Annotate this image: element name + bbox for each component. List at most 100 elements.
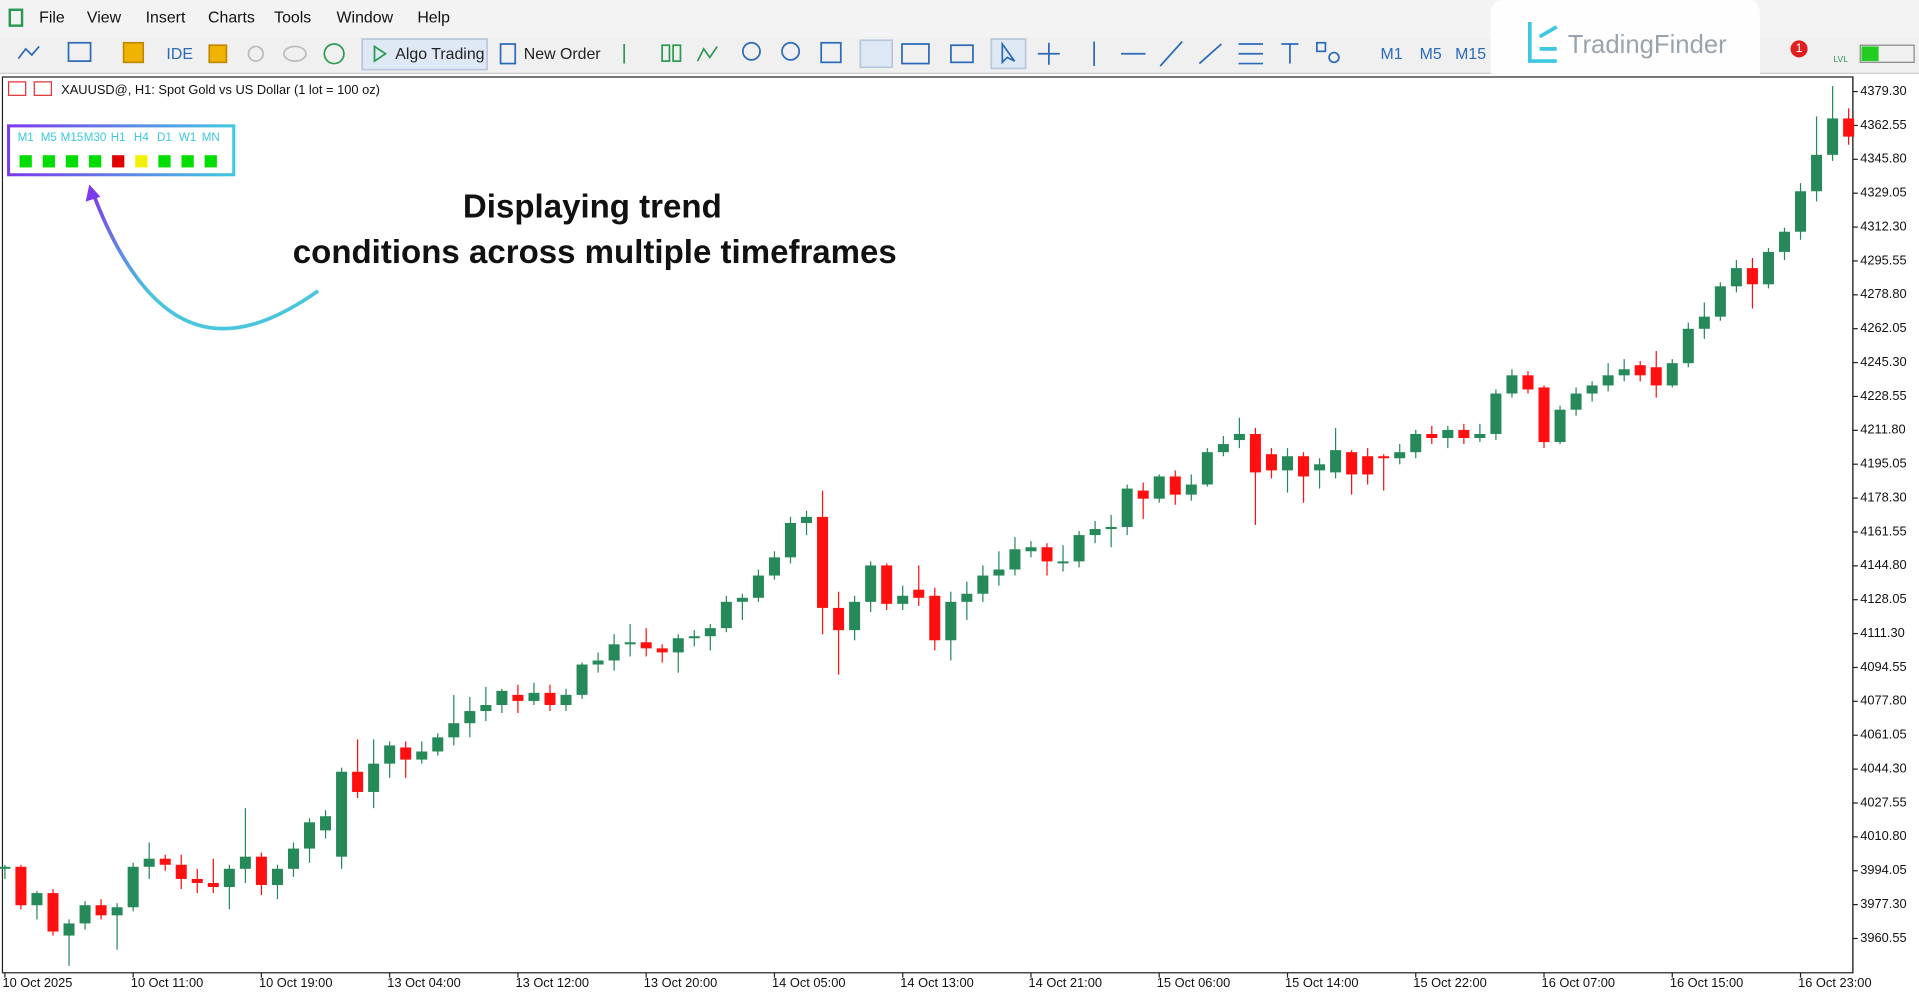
ide-button[interactable]: IDE bbox=[166, 46, 192, 63]
algo-trading-button[interactable]: Algo Trading bbox=[395, 46, 484, 63]
trend-square bbox=[42, 155, 55, 168]
candle-body bbox=[207, 882, 219, 888]
trend-square bbox=[181, 155, 194, 168]
candle-body bbox=[1682, 328, 1694, 364]
y-tick-label: 4211.80 bbox=[1860, 422, 1905, 437]
menu-item[interactable]: Help bbox=[417, 10, 450, 27]
candle-body bbox=[480, 704, 492, 712]
y-tick-label: 3977.30 bbox=[1860, 896, 1906, 911]
timeframe-label: H4 bbox=[134, 131, 149, 144]
y-tick-label: 4295.55 bbox=[1860, 252, 1906, 267]
candle-body bbox=[1554, 409, 1566, 443]
x-tick-label: 16 Oct 23:00 bbox=[1798, 975, 1872, 990]
annotation-line: conditions across multiple timeframes bbox=[293, 233, 897, 270]
candle-body bbox=[127, 866, 139, 908]
timeframe-button[interactable]: M15 bbox=[1455, 46, 1486, 63]
candle-body bbox=[1041, 547, 1053, 562]
candle-body bbox=[977, 575, 989, 594]
x-tick-label: 14 Oct 13:00 bbox=[900, 975, 974, 990]
trend-square bbox=[112, 155, 125, 168]
candle-body bbox=[1025, 547, 1037, 552]
menu: File View Insert Charts Tools Window Help bbox=[8, 8, 450, 27]
x-tick-label: 14 Oct 21:00 bbox=[1029, 975, 1103, 990]
candle-body bbox=[1602, 375, 1614, 386]
y-tick-label: 4345.80 bbox=[1860, 151, 1906, 166]
candle-body bbox=[1714, 286, 1726, 317]
candle-body bbox=[1185, 484, 1197, 495]
timeframe-label: D1 bbox=[157, 131, 172, 144]
candle-body bbox=[191, 878, 203, 883]
trend-square bbox=[65, 155, 79, 168]
y-tick-label: 4161.55 bbox=[1860, 523, 1906, 538]
candle-body bbox=[720, 601, 732, 629]
candle-body bbox=[1362, 456, 1374, 475]
candle-body bbox=[1522, 375, 1534, 390]
candle-body bbox=[1249, 433, 1261, 473]
candle-body bbox=[1698, 316, 1710, 329]
candle-body bbox=[416, 751, 428, 760]
menu-item[interactable]: Window bbox=[337, 10, 394, 27]
candle-body bbox=[945, 601, 957, 641]
candle-body bbox=[1650, 367, 1662, 386]
y-tick-label: 4278.80 bbox=[1860, 286, 1906, 301]
timeframe-label: M30 bbox=[84, 131, 107, 144]
y-tick-label: 4077.80 bbox=[1860, 693, 1906, 708]
menu-item[interactable]: File bbox=[39, 10, 65, 27]
candle-body bbox=[1490, 393, 1502, 434]
candle-body bbox=[432, 737, 444, 752]
candle-body bbox=[528, 692, 540, 701]
menu-item[interactable]: View bbox=[87, 10, 122, 27]
candle-body bbox=[1089, 529, 1101, 536]
y-tick-label: 3960.55 bbox=[1860, 930, 1906, 945]
candle-body bbox=[849, 601, 861, 631]
y-tick-label: 4027.55 bbox=[1860, 794, 1906, 809]
candle-body bbox=[1281, 456, 1293, 471]
candle-body bbox=[897, 595, 909, 604]
candle-body bbox=[1506, 375, 1518, 394]
candles: 3960.55 3977.30 3994.05 4010.80 4027.55 4044.… bbox=[0, 83, 1907, 990]
candle-body bbox=[1458, 429, 1470, 439]
timeframe-button[interactable]: M5 bbox=[1420, 46, 1442, 63]
arrow-head bbox=[85, 184, 101, 202]
candle-body bbox=[223, 868, 235, 888]
candle-body bbox=[1330, 450, 1342, 473]
new-order-button[interactable]: New Order bbox=[524, 46, 602, 63]
candle-body bbox=[400, 747, 412, 760]
candle-body bbox=[95, 905, 107, 916]
y-tick-label: 4178.30 bbox=[1860, 489, 1906, 504]
y-tick-label: 4128.05 bbox=[1860, 591, 1906, 606]
candle-body bbox=[384, 745, 396, 764]
candle-body bbox=[656, 648, 668, 653]
x-tick-label: 15 Oct 14:00 bbox=[1285, 975, 1359, 990]
y-tick-label: 4329.05 bbox=[1860, 185, 1906, 200]
candle-body bbox=[239, 856, 251, 869]
candle-body bbox=[15, 866, 27, 906]
candle-body bbox=[1009, 549, 1021, 570]
menu-item[interactable]: Insert bbox=[146, 10, 186, 27]
timeframe-label: MN bbox=[202, 131, 220, 144]
candle-body bbox=[993, 569, 1005, 576]
candle-body bbox=[1746, 268, 1758, 285]
candle-body bbox=[464, 711, 476, 724]
candle-body bbox=[1827, 118, 1839, 155]
y-tick-label: 4312.30 bbox=[1860, 218, 1906, 233]
candle-body bbox=[913, 589, 925, 598]
candle-body bbox=[159, 858, 171, 865]
candle-body bbox=[688, 636, 700, 639]
candle-body bbox=[1426, 433, 1438, 439]
menu-item[interactable]: Charts bbox=[208, 10, 255, 27]
indicator: M1 M5 M15 M30 H1 H4 D1 W1 MN bbox=[18, 131, 220, 168]
x-tick-label: 10 Oct 11:00 bbox=[131, 975, 204, 990]
candle-body bbox=[1762, 251, 1774, 285]
timeframe-label: H1 bbox=[111, 131, 126, 144]
candle-body bbox=[1811, 154, 1823, 192]
y-tick-label: 4111.30 bbox=[1860, 625, 1905, 640]
candle-body bbox=[1474, 433, 1486, 439]
y-tick-label: 3994.05 bbox=[1860, 862, 1906, 877]
candle-body bbox=[1666, 363, 1678, 386]
timeframe-button[interactable]: M1 bbox=[1381, 46, 1403, 63]
x-tick-label: 13 Oct 12:00 bbox=[515, 975, 589, 990]
menu-item[interactable]: Tools bbox=[274, 10, 311, 27]
candle-body bbox=[1378, 456, 1390, 459]
x-tick-label: 13 Oct 20:00 bbox=[644, 975, 718, 990]
